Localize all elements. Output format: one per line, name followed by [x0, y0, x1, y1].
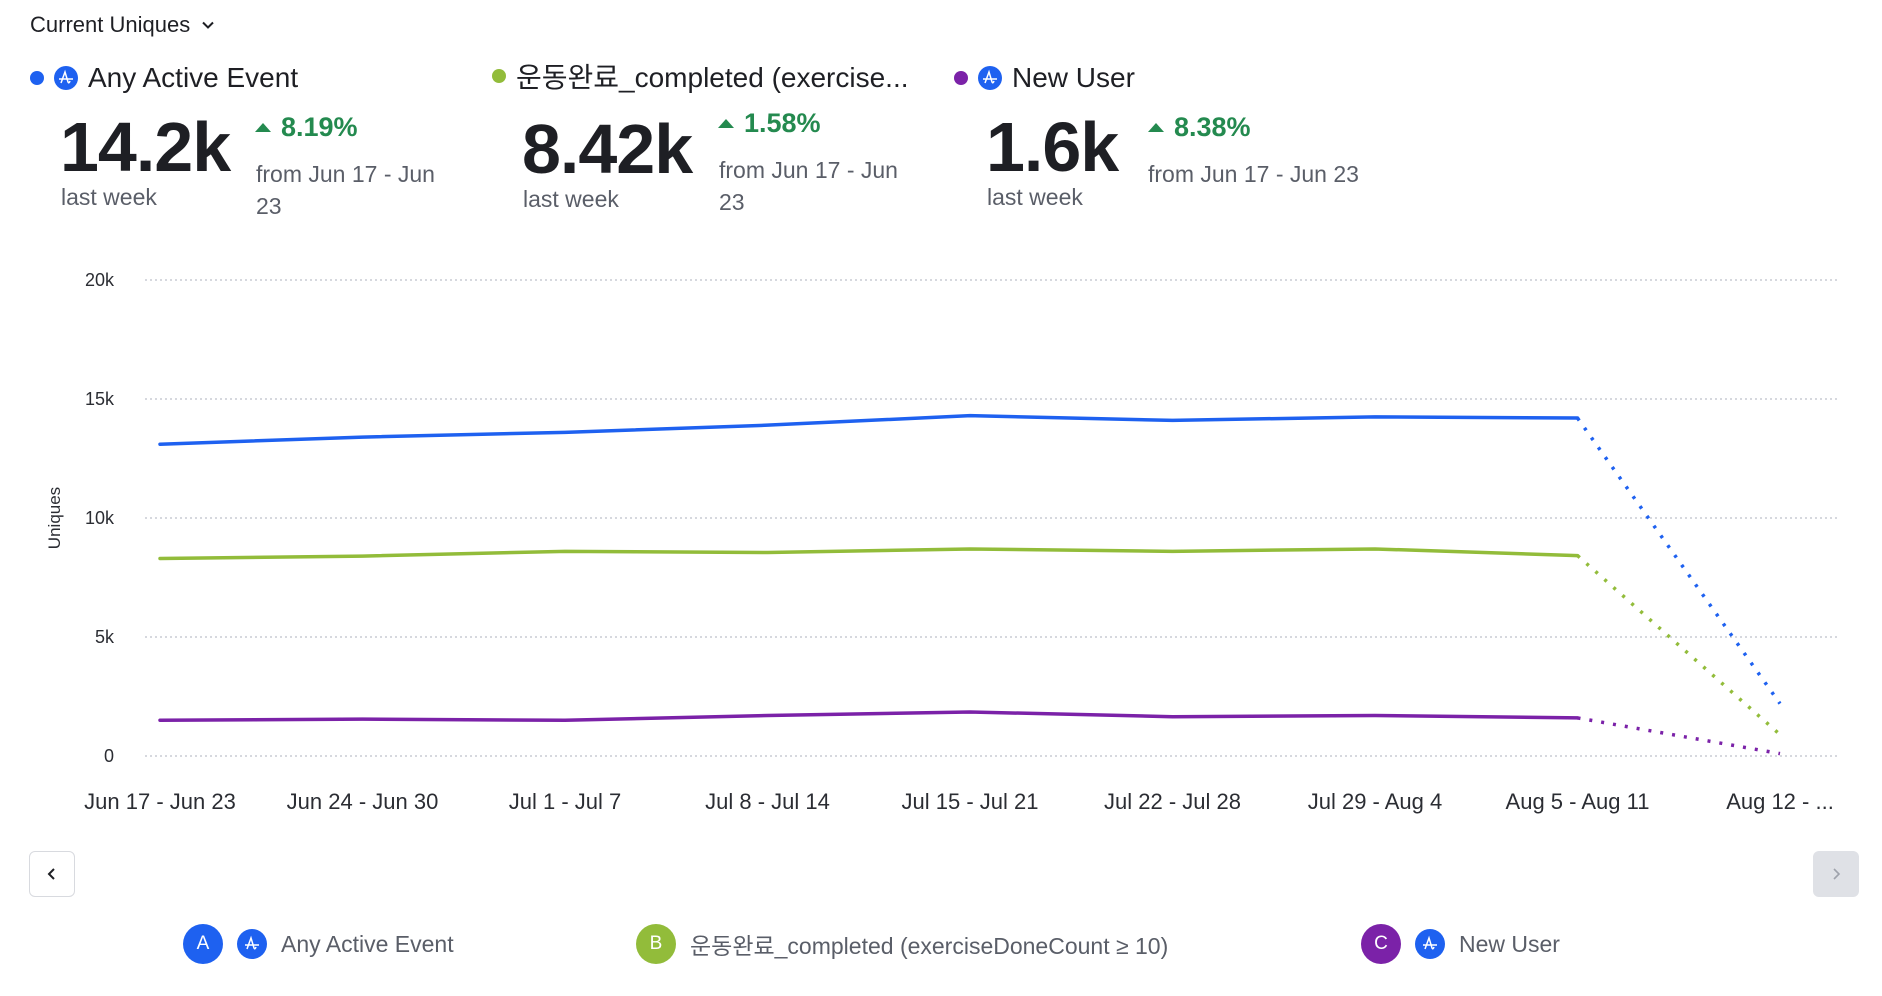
legend-item-a[interactable]: A Any Active Event — [183, 924, 454, 964]
x-tick-label: Aug 5 - Aug 11 — [1506, 789, 1650, 814]
line-chart: 0 5k 10k 15k 20k Uniques Jun 17 - Jun 23 Jun 24… — [45, 270, 1840, 814]
metric-selector[interactable]: Current Uniques — [30, 12, 216, 38]
kpi-compare: from Jun 17 - Jun 23 — [719, 157, 898, 215]
y-tick-label: 15k — [85, 389, 115, 409]
legend-item-c[interactable]: C New User — [1361, 924, 1560, 964]
series-color-dot — [30, 71, 44, 85]
y-tick-label: 10k — [85, 508, 115, 528]
kpi-label: 운동완료_completed (exercise... — [516, 62, 909, 93]
y-tick-label: 0 — [104, 746, 114, 766]
kpi-label: New User — [1012, 62, 1135, 93]
x-tick-label: Jul 15 - Jul 21 — [902, 789, 1039, 814]
x-tick-label: Jul 1 - Jul 7 — [509, 789, 622, 814]
legend-item-b[interactable]: B 운동완료_completed (exerciseDoneCount ≥ 10… — [636, 924, 1168, 964]
y-axis-label: Uniques — [45, 487, 64, 549]
legend-label: New User — [1459, 930, 1560, 957]
series-color-dot — [492, 69, 506, 83]
event-icon — [237, 929, 267, 959]
event-icon — [1415, 929, 1445, 959]
series-badge: A — [183, 924, 223, 964]
y-tick-label: 5k — [95, 627, 115, 647]
series-badge: C — [1361, 924, 1401, 964]
series-line — [158, 547, 1580, 561]
x-tick-label: Jul 29 - Aug 4 — [1308, 789, 1443, 814]
event-icon — [54, 66, 78, 90]
kpi-compare: from Jun 17 - Jun 23 — [256, 161, 435, 219]
series-line — [158, 413, 1580, 446]
series-incomplete-segment — [1576, 554, 1782, 736]
event-icon — [978, 66, 1002, 90]
kpi-new-user: New User 1.6k last week 8.38% from Jun 1… — [954, 62, 1359, 211]
up-arrow-icon — [255, 123, 271, 132]
kpi-value: 1.6k — [986, 108, 1119, 186]
kpi-delta: 1.58% — [718, 108, 821, 139]
series-incomplete-segment — [1577, 716, 1781, 756]
legend-label: 운동완료_completed (exerciseDoneCount ≥ 10) — [690, 933, 1169, 959]
series-line — [158, 710, 1580, 723]
kpi-delta: 8.38% — [1148, 112, 1251, 143]
chevron-right-icon — [1833, 868, 1841, 880]
next-page-button[interactable] — [1813, 851, 1859, 897]
x-tick-label: Jul 8 - Jul 14 — [705, 789, 830, 814]
series-badge: B — [636, 924, 676, 964]
previous-page-button[interactable] — [29, 851, 75, 897]
x-tick-label: Aug 12 - ... — [1726, 789, 1834, 814]
series-incomplete-segment — [1576, 417, 1782, 705]
chevron-down-icon — [202, 21, 214, 29]
metric-selector-label: Current Uniques — [30, 12, 191, 37]
kpi-delta: 8.19% — [255, 112, 358, 143]
kpi-any-active-event: Any Active Event 14.2k last week 8.19% f… — [30, 62, 435, 219]
kpi-value: 8.42k — [522, 110, 693, 188]
x-tick-label: Jun 24 - Jun 30 — [287, 789, 439, 814]
up-arrow-icon — [718, 119, 734, 128]
kpi-period: last week — [523, 186, 619, 212]
kpi-exercise-completed: 운동완료_completed (exercise... 8.42k last w… — [492, 56, 909, 215]
chevron-left-icon — [47, 868, 55, 880]
kpi-period: last week — [61, 184, 157, 210]
x-tick-label: Jul 22 - Jul 28 — [1104, 789, 1241, 814]
series-color-dot — [954, 71, 968, 85]
kpi-period: last week — [987, 184, 1083, 210]
kpi-compare: from Jun 17 - Jun 23 — [1148, 161, 1359, 187]
legend-label: Any Active Event — [281, 930, 454, 957]
x-tick-label: Jun 17 - Jun 23 — [84, 789, 236, 814]
up-arrow-icon — [1148, 123, 1164, 132]
kpi-value: 14.2k — [60, 108, 231, 186]
y-tick-label: 20k — [85, 270, 115, 290]
kpi-label: Any Active Event — [88, 62, 299, 93]
